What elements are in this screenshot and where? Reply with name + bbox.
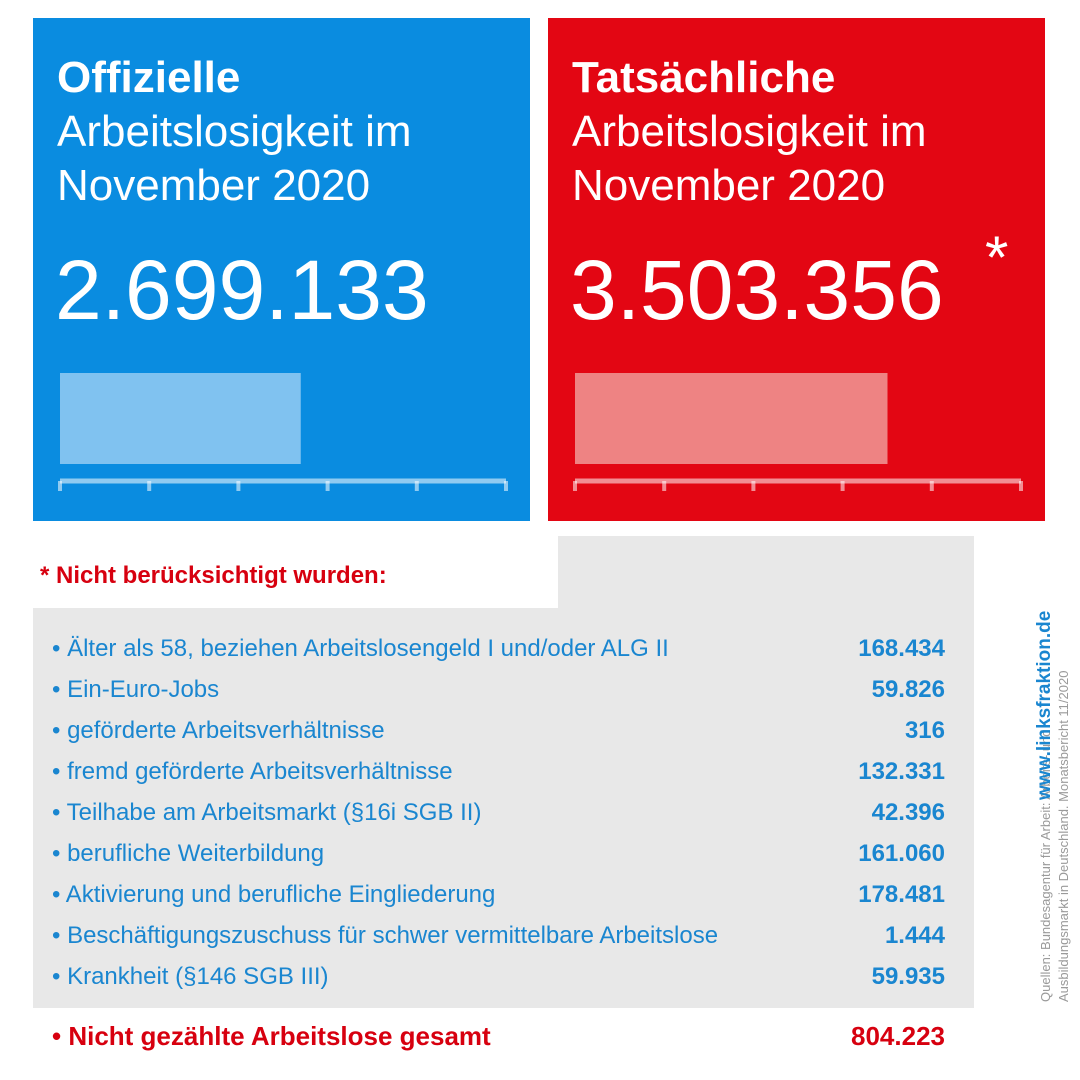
list-item-label: • Beschäftigungszuschuss für schwer verm… bbox=[52, 922, 719, 949]
excluded-list-background bbox=[33, 608, 974, 1008]
list-item-label: • Älter als 58, beziehen Arbeitslosengel… bbox=[52, 635, 669, 662]
list-item-value: 42.396 bbox=[871, 799, 945, 826]
list-item-label: • Ein-Euro-Jobs bbox=[52, 676, 220, 703]
list-item-label: • geförderte Arbeitsverhältnisse bbox=[52, 717, 385, 744]
list-item-label: • Teilhabe am Arbeitsmarkt (§16i SGB II) bbox=[52, 799, 482, 826]
actual-title-bold: Tatsächliche bbox=[572, 53, 836, 102]
official-bar bbox=[60, 373, 301, 464]
list-item-label: • fremd geförderte Arbeitsverhältnisse bbox=[52, 758, 453, 785]
list-item-value: 132.331 bbox=[858, 758, 945, 785]
actual-title-line1: Arbeitslosigkeit im bbox=[572, 107, 927, 156]
list-item-label: • Krankheit (§146 SGB III) bbox=[52, 963, 329, 990]
sources-line2: Ausbildungsmarkt in Deutschland. Monatsb… bbox=[1056, 670, 1071, 1002]
list-item-value: 178.481 bbox=[858, 881, 945, 908]
official-unemployment-panel: Offizielle Arbeitslosigkeit im November … bbox=[33, 18, 530, 521]
list-item-value: 1.444 bbox=[884, 922, 945, 949]
total-label: • Nicht gezählte Arbeitslose gesamt bbox=[52, 1021, 491, 1051]
official-value: 2.699.133 bbox=[55, 243, 429, 337]
list-item-value: 59.935 bbox=[871, 963, 945, 990]
list-item: • Aktivierung und berufliche Eingliederu… bbox=[52, 873, 945, 914]
list-item: • geförderte Arbeitsverhältnisse 316 bbox=[52, 709, 945, 750]
official-title-bold: Offizielle bbox=[57, 53, 241, 102]
total-value: 804.223 bbox=[851, 1021, 945, 1051]
website-link[interactable]: www.linksfraktion.de bbox=[1034, 610, 1055, 800]
list-item-value: 161.060 bbox=[858, 840, 945, 867]
footnote-title: * Nicht berücksichtigt wurden: bbox=[40, 562, 387, 589]
actual-bar bbox=[575, 373, 888, 464]
list-item: • berufliche Weiterbildung 161.060 bbox=[52, 832, 945, 873]
asterisk-mark: * bbox=[985, 224, 1009, 291]
list-item-value: 316 bbox=[904, 717, 945, 744]
list-item: • Beschäftigungszuschuss für schwer verm… bbox=[52, 914, 945, 955]
actual-value: 3.503.356 bbox=[570, 243, 944, 337]
official-title-line1: Arbeitslosigkeit im bbox=[57, 107, 412, 156]
list-item-value: 168.434 bbox=[858, 635, 945, 662]
list-item: • Älter als 58, beziehen Arbeitslosengel… bbox=[52, 627, 945, 668]
list-item-value: 59.826 bbox=[871, 676, 945, 703]
total-row: • Nicht gezählte Arbeitslose gesamt 804.… bbox=[52, 1018, 945, 1054]
official-title-line2: November 2020 bbox=[57, 161, 371, 210]
list-item: • fremd geförderte Arbeitsverhältnisse 1… bbox=[52, 750, 945, 791]
footnote-background bbox=[558, 536, 974, 608]
list-item: • Krankheit (§146 SGB III) 59.935 bbox=[52, 955, 945, 996]
actual-title-line2: November 2020 bbox=[572, 161, 886, 210]
actual-unemployment-panel: Tatsächliche Arbeitslosigkeit im Novembe… bbox=[548, 18, 1045, 521]
actual-bar-chart bbox=[573, 373, 1023, 491]
official-bar-chart bbox=[58, 373, 508, 491]
list-item: • Ein-Euro-Jobs 59.826 bbox=[52, 668, 945, 709]
list-item-label: • berufliche Weiterbildung bbox=[52, 840, 325, 867]
list-item-label: • Aktivierung und berufliche Eingliederu… bbox=[52, 881, 496, 908]
list-item: • Teilhabe am Arbeitsmarkt (§16i SGB II)… bbox=[52, 791, 945, 832]
